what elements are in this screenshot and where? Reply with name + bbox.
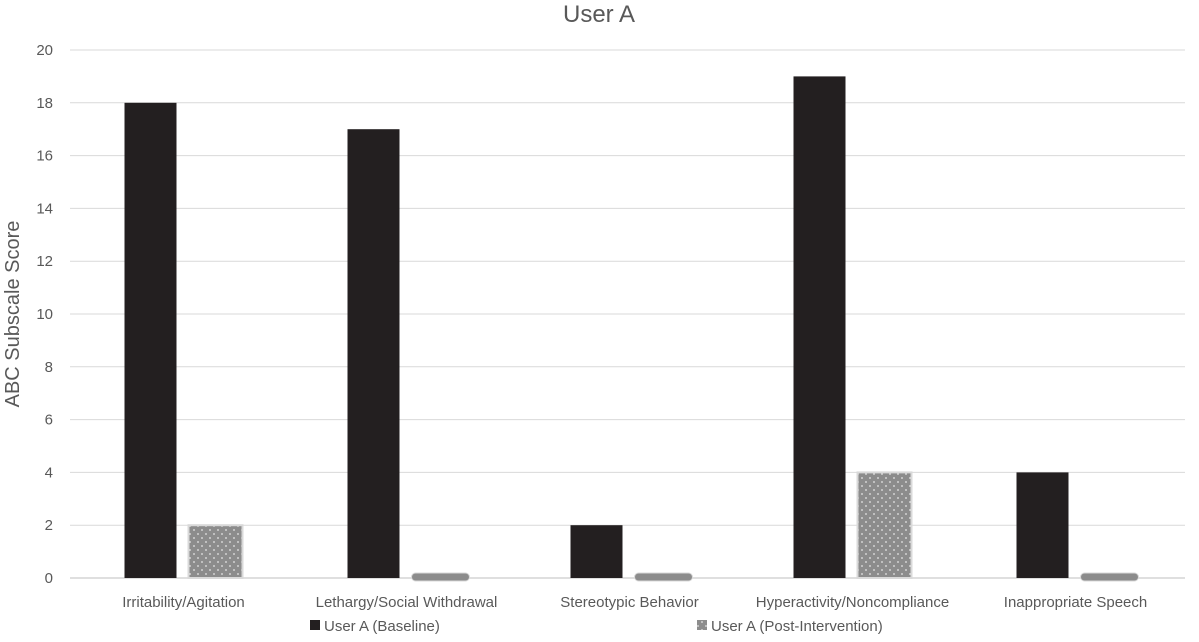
- bar-post-intervention: [187, 524, 244, 580]
- x-category-label: Stereotypic Behavior: [560, 594, 698, 611]
- legend-swatch: [310, 620, 320, 630]
- x-category-label: Hyperactivity/Noncompliance: [756, 594, 949, 611]
- bar-baseline: [793, 76, 846, 579]
- y-tick-label: 14: [36, 200, 53, 217]
- y-axis-ticks: 0 2 4 6 8 10 12 14 16 18 20: [36, 42, 53, 587]
- chart-title: User A: [563, 1, 635, 28]
- x-category-label: Irritability/Agitation: [122, 594, 245, 611]
- legend: User A (Baseline) User A (Post-Interventi…: [310, 618, 883, 635]
- y-axis-label: ABC Subscale Score: [2, 221, 24, 408]
- bar-post-intervention: [1080, 572, 1139, 582]
- bars: [124, 76, 1139, 582]
- bar-baseline: [347, 129, 400, 578]
- bar-baseline: [124, 102, 177, 579]
- y-tick-label: 12: [36, 253, 53, 270]
- bar-baseline: [1016, 472, 1069, 578]
- bar-post-intervention: [411, 572, 470, 582]
- bar-post-intervention: [856, 471, 913, 579]
- y-tick-label: 10: [36, 306, 53, 323]
- bar-baseline: [570, 525, 623, 578]
- y-tick-label: 4: [45, 464, 53, 481]
- legend-label: User A (Post-Intervention): [711, 618, 883, 635]
- y-tick-label: 18: [36, 95, 53, 112]
- x-axis-categories: Irritability/Agitation Lethargy/Social Wi…: [122, 594, 1147, 611]
- bar-post-intervention: [634, 572, 693, 582]
- x-category-label: Lethargy/Social Withdrawal: [316, 594, 498, 611]
- y-tick-label: 20: [36, 42, 53, 59]
- y-tick-label: 8: [45, 359, 53, 376]
- y-tick-label: 0: [45, 570, 53, 587]
- x-category-label: Inappropriate Speech: [1004, 594, 1147, 611]
- y-tick-label: 6: [45, 412, 53, 429]
- legend-label: User A (Baseline): [324, 618, 440, 635]
- y-tick-label: 16: [36, 148, 53, 165]
- y-tick-label: 2: [45, 517, 53, 534]
- legend-swatch: [697, 620, 707, 630]
- gridlines: [70, 49, 1185, 579]
